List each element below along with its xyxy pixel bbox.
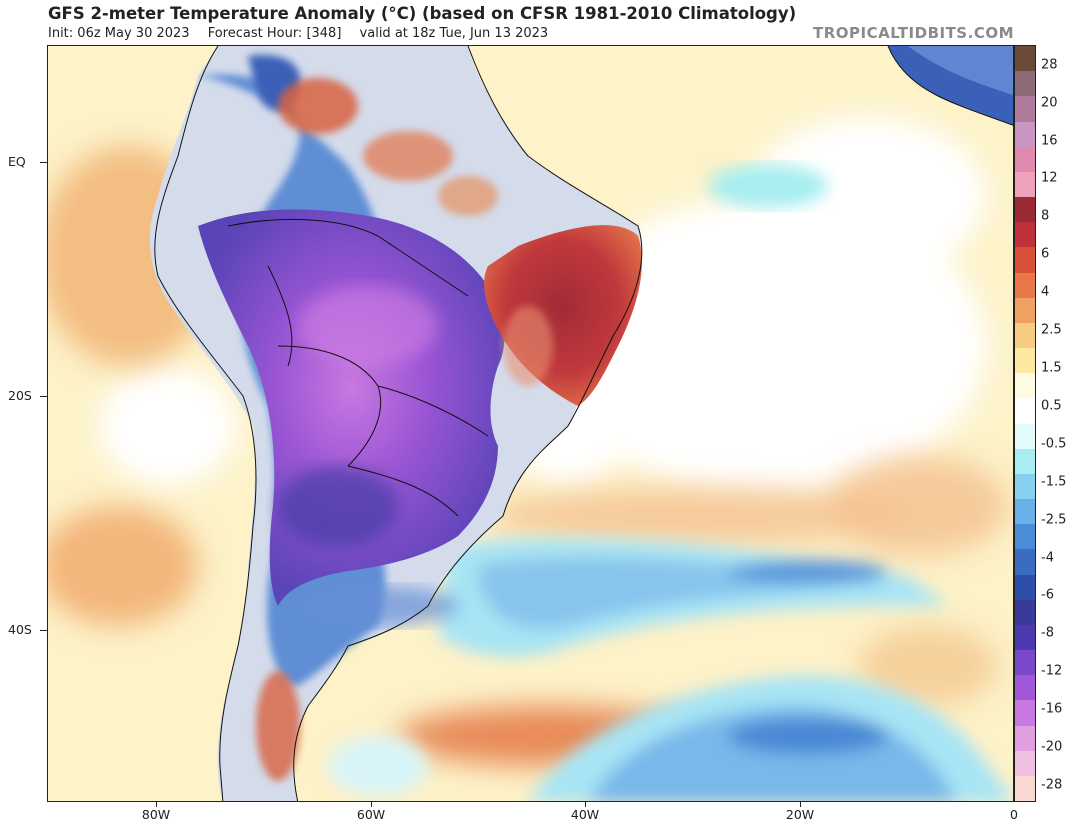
- lon-tick: [800, 802, 801, 807]
- cool-anomaly-equatorial: [708, 164, 828, 208]
- cold-anomaly-south-atlantic-band: [438, 537, 948, 657]
- colorbar-cell: [1015, 750, 1035, 777]
- colorbar-cell: [1015, 197, 1035, 223]
- colorbar-cell: [1015, 297, 1035, 324]
- colorbar-label: -4: [1041, 550, 1054, 566]
- colorbar-label: 8: [1041, 208, 1050, 224]
- lon-label-0: 0: [1010, 807, 1018, 822]
- colorbar-cell: [1015, 524, 1035, 550]
- colorbar-label: -6: [1041, 587, 1054, 603]
- colorbar-cell: [1015, 700, 1035, 726]
- colorbar-label: 12: [1041, 170, 1058, 186]
- colorbar-label: -20: [1041, 739, 1063, 755]
- colorbar-label: 2.5: [1041, 322, 1062, 338]
- anomaly-map: [47, 45, 1014, 802]
- colorbar-cell: [1015, 398, 1035, 424]
- colorbar-label: -8: [1041, 625, 1054, 641]
- lon-label-80w: 80W: [141, 807, 171, 822]
- lon-label-40w: 40W: [570, 807, 600, 822]
- colorbar-cell: [1015, 650, 1035, 676]
- colorbar-label: 20: [1041, 95, 1058, 111]
- colorbar-label: -2.5: [1041, 512, 1067, 528]
- warm-anomaly-north-speckles: [256, 78, 498, 781]
- colorbar-cell: [1015, 423, 1035, 450]
- colorbar-cell: [1015, 322, 1035, 349]
- lat-label-eq: EQ: [8, 154, 26, 169]
- warm-anomaly-northeast-brazil: [484, 225, 642, 406]
- africa-west-coast: [887, 46, 1013, 126]
- colorbar-cell: [1015, 348, 1035, 374]
- coastlines-borders: [154, 46, 643, 801]
- colorbar-cell: [1015, 373, 1035, 399]
- colorbar-cell: [1015, 96, 1035, 122]
- colorbar-cell: [1015, 499, 1035, 525]
- colorbar-label: 6: [1041, 246, 1050, 262]
- colorbar-cell: [1015, 272, 1035, 299]
- colorbar-label: -12: [1041, 663, 1063, 679]
- colorbar-cell: [1015, 574, 1035, 601]
- cold-anomaly-southern-ocean: [328, 675, 1013, 801]
- lon-tick: [156, 802, 157, 807]
- colorbar-legend: [1014, 45, 1036, 802]
- colorbar-label: -28: [1041, 777, 1063, 793]
- colorbar-cell: [1015, 121, 1035, 148]
- lon-label-60w: 60W: [356, 807, 386, 822]
- colorbar-cell: [1015, 71, 1035, 97]
- colorbar-cell: [1015, 725, 1035, 752]
- colorbar-cell: [1015, 171, 1035, 198]
- lon-tick: [585, 802, 586, 807]
- init-time: Init: 06z May 30 2023: [48, 26, 190, 41]
- colorbar-label: 16: [1041, 133, 1058, 149]
- lat-label-20s: 20S: [8, 388, 32, 403]
- strong-cold-anomaly-interior: [198, 209, 505, 626]
- colorbar-cell: [1015, 775, 1035, 802]
- colorbar-cell: [1015, 675, 1035, 701]
- colorbar-cell: [1015, 448, 1035, 475]
- lon-label-20w: 20W: [785, 807, 815, 822]
- colorbar-cell: [1015, 599, 1035, 626]
- colorbar-label: -1.5: [1041, 474, 1067, 490]
- forecast-hour: Forecast Hour: [348]: [207, 26, 342, 41]
- map-canvas: [48, 46, 1013, 801]
- lon-tick: [371, 802, 372, 807]
- map-subtitle: Init: 06z May 30 2023 Forecast Hour: [34…: [48, 26, 562, 41]
- lat-tick: [40, 630, 47, 631]
- map-title: GFS 2-meter Temperature Anomaly (°C) (ba…: [48, 4, 797, 23]
- colorbar-cell: [1015, 624, 1035, 651]
- colorbar-label: 0.5: [1041, 398, 1062, 414]
- colorbar-label: -0.5: [1041, 436, 1067, 452]
- colorbar-cell: [1015, 549, 1035, 575]
- colorbar-label: 4: [1041, 284, 1050, 300]
- lat-tick: [40, 162, 47, 163]
- colorbar-cell: [1015, 222, 1035, 248]
- colorbar-cell: [1015, 247, 1035, 273]
- colorbar-cell: [1015, 146, 1035, 173]
- valid-time: valid at 18z Tue, Jun 13 2023: [359, 26, 549, 41]
- colorbar-cell: [1015, 473, 1035, 500]
- colorbar-label: -16: [1041, 701, 1063, 717]
- colorbar-cell: [1015, 46, 1035, 72]
- colorbar-label: 28: [1041, 57, 1058, 73]
- lat-label-40s: 40S: [8, 622, 32, 637]
- lat-tick: [40, 396, 47, 397]
- colorbar-label: 1.5: [1041, 360, 1062, 376]
- brand-watermark: TROPICALTIDBITS.COM: [813, 24, 1014, 42]
